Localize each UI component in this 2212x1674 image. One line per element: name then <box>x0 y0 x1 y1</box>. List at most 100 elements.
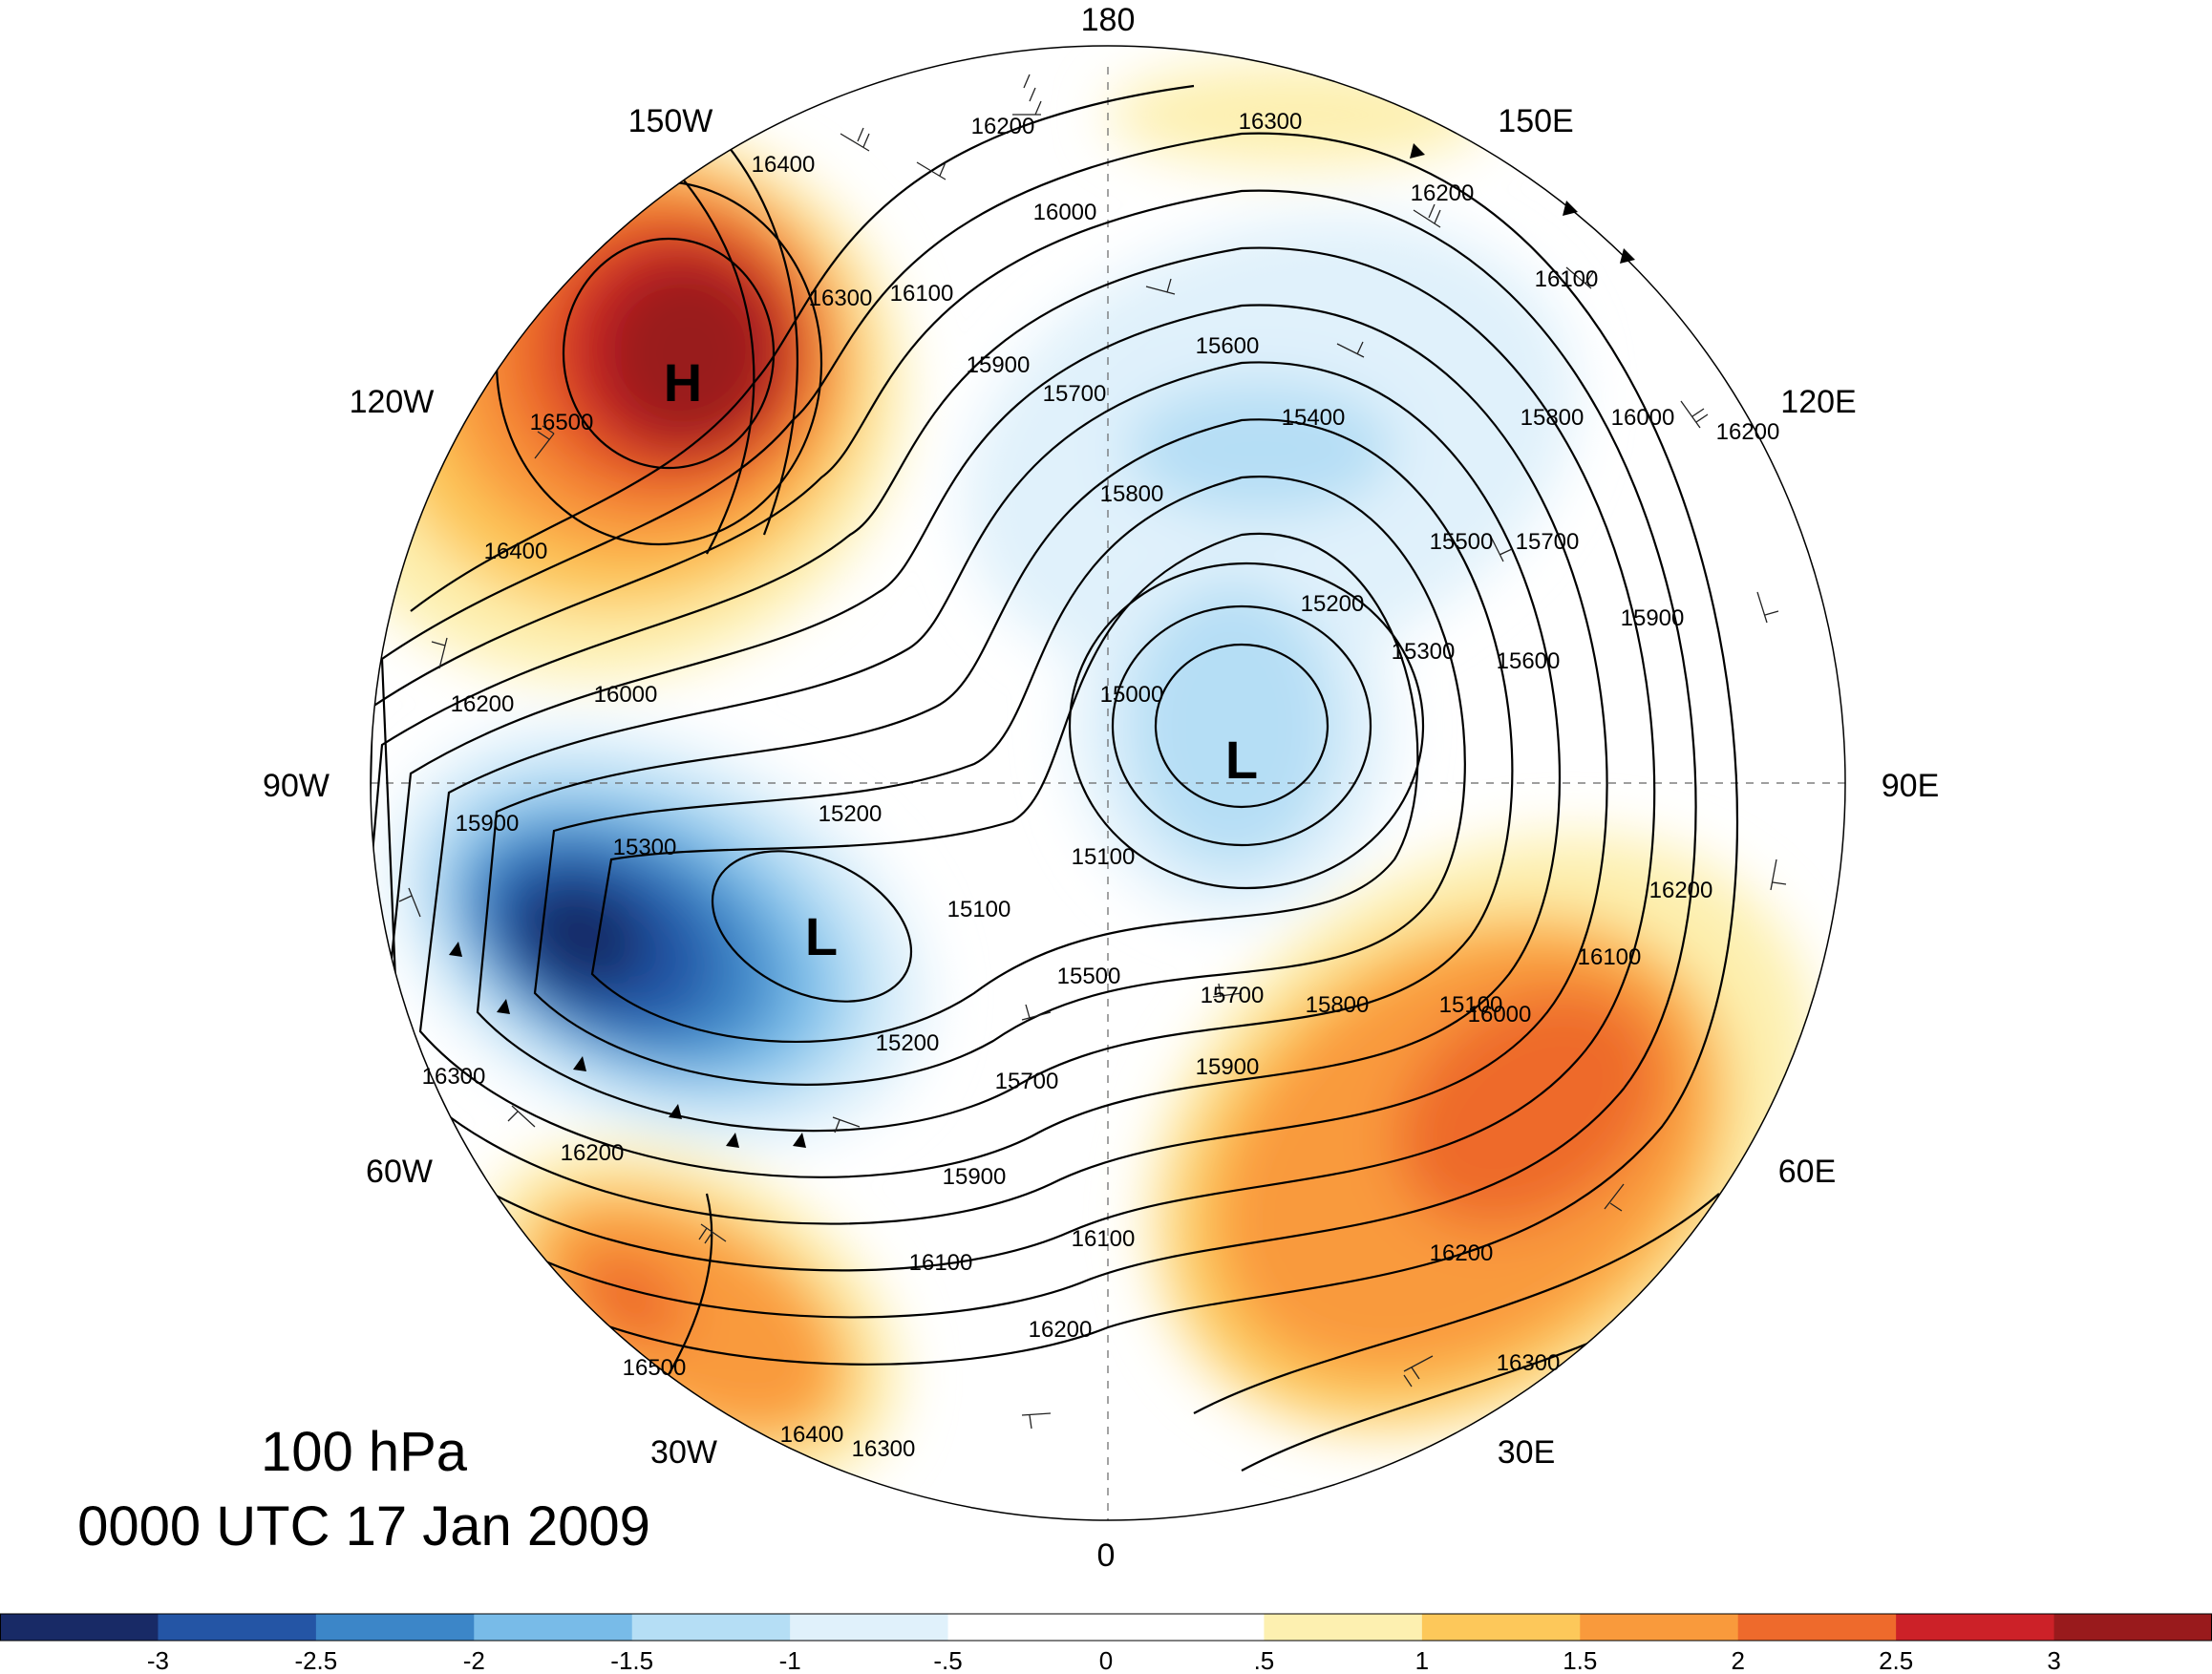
lon-label-120e: 120E <box>1780 384 1856 420</box>
lon-label-180: 180 <box>1081 2 1136 38</box>
contour-label: 16300 <box>1497 1350 1561 1376</box>
colorbar-tick-label: -2 <box>463 1646 485 1674</box>
colorbar-swatch <box>1106 1614 1265 1641</box>
contour-label: 16500 <box>530 410 594 435</box>
colorbar: -3 -2.5 -2 -1.5 -1 -.5 0 .5 1 1.5 2 2.5 3 <box>0 1613 2212 1674</box>
contour-label: 15900 <box>1196 1054 1260 1080</box>
colorbar-swatch <box>631 1614 791 1641</box>
lon-label-150e: 150E <box>1498 103 1573 139</box>
colorbar-swatch <box>0 1614 159 1641</box>
contour-label: 15100 <box>1439 992 1503 1018</box>
contour-label: 15600 <box>1196 333 1260 359</box>
colorbar-tick-label: -.5 <box>933 1646 962 1674</box>
contour-label: 15400 <box>1282 405 1346 431</box>
contour-label: 16000 <box>1033 200 1097 225</box>
contour-label: 16200 <box>1716 419 1780 445</box>
colorbar-swatch <box>474 1614 633 1641</box>
contour-label: 15500 <box>1430 529 1494 555</box>
contour-label: 16000 <box>1468 1002 1532 1028</box>
colorbar-swatch <box>790 1614 949 1641</box>
lon-label-60e: 60E <box>1778 1154 1837 1190</box>
contour-label: 16200 <box>451 691 515 717</box>
map-title: 100 hPa 0000 UTC 17 Jan 2009 <box>77 1421 650 1557</box>
colorbar-tick-label: 0 <box>1099 1646 1113 1674</box>
contour-label: 16100 <box>1072 1226 1136 1252</box>
contour-label: 16100 <box>1578 944 1642 970</box>
pressure-level: 100 hPa <box>261 1421 468 1483</box>
colorbar-swatch <box>1580 1614 1739 1641</box>
contour-label: 15900 <box>456 811 520 837</box>
lon-label-120w: 120W <box>350 384 435 420</box>
contour-label: 16300 <box>1239 109 1303 135</box>
high-center-label: H <box>664 352 702 413</box>
contour-label: 16200 <box>1411 180 1475 206</box>
colorbar-tick-label: 2.5 <box>1879 1646 1913 1674</box>
contour-label: 15500 <box>1057 964 1121 989</box>
contour-label: 15800 <box>1521 405 1585 431</box>
colorbar-tick-label: -1 <box>779 1646 801 1674</box>
colorbar-tick-label: 1 <box>1415 1646 1429 1674</box>
contour-label: 16200 <box>1649 878 1713 903</box>
contour-label: 16200 <box>971 114 1035 139</box>
colorbar-swatch <box>1737 1614 1897 1641</box>
contour-label: 16300 <box>422 1064 486 1090</box>
wind-barbs <box>398 74 1787 1430</box>
contour-label: 15700 <box>1201 983 1265 1008</box>
colorbar-swatch <box>1421 1614 1581 1641</box>
colorbar-swatch <box>2053 1614 2212 1641</box>
longitude-labels: 180 150E 120E 90E 60E 30E 0 30W 60W 90W … <box>263 2 1939 1574</box>
contour-label: 15700 <box>1043 381 1107 407</box>
lon-label-150w: 150W <box>628 103 713 139</box>
contour-label: 15700 <box>995 1069 1059 1094</box>
contour-label: 15300 <box>613 835 677 860</box>
lon-label-90e: 90E <box>1882 768 1940 804</box>
low-center-label: L <box>1225 730 1258 790</box>
contour-label: 15800 <box>1100 481 1164 507</box>
lon-label-30w: 30W <box>650 1434 717 1471</box>
contour-label: 16500 <box>623 1355 687 1381</box>
colorbar-swatch <box>947 1614 1107 1641</box>
colorbar-swatch <box>1264 1614 1423 1641</box>
contour-label: 16100 <box>890 281 954 307</box>
contour-label: 16200 <box>561 1140 625 1166</box>
contour-label: 15200 <box>1301 591 1365 617</box>
contour-label: 15800 <box>1306 992 1370 1018</box>
contour-label: 16100 <box>1535 266 1599 292</box>
contour-label: 15200 <box>876 1030 940 1056</box>
height-contours <box>371 84 1768 1472</box>
contour-label: 15200 <box>819 801 883 827</box>
colorbar-tick-label: .5 <box>1254 1646 1275 1674</box>
contour-label: 15700 <box>1516 529 1580 555</box>
contour-label: 15100 <box>1072 844 1136 870</box>
contour-label: 15300 <box>1392 639 1456 665</box>
contour-labels: 16200 16300 16200 16000 16100 16400 1630… <box>422 109 1780 1462</box>
colorbar-tick-label: -3 <box>147 1646 169 1674</box>
contour-label: 16400 <box>484 539 548 564</box>
colorbar-swatch <box>158 1614 317 1641</box>
pressure-centers: H L L <box>664 352 1258 966</box>
contour-label: 16000 <box>594 682 658 708</box>
contour-label: 16300 <box>809 286 873 311</box>
colorbar-tick-label: -2.5 <box>294 1646 337 1674</box>
colorbar-tick-label: 3 <box>2047 1646 2060 1674</box>
lon-label-0: 0 <box>1097 1537 1116 1574</box>
colorbar-swatch <box>315 1614 475 1641</box>
colorbar-tick-label: -1.5 <box>610 1646 653 1674</box>
map-boundary <box>370 45 1846 1521</box>
contour-label: 16400 <box>780 1422 844 1448</box>
contour-label: 15900 <box>967 352 1031 378</box>
contour-label: 16200 <box>1430 1240 1494 1266</box>
contour-label: 15900 <box>943 1164 1007 1190</box>
colorbar-tick-label: 2 <box>1731 1646 1744 1674</box>
colorbar-swatch <box>1896 1614 2055 1641</box>
colorbar-tick-label: 1.5 <box>1563 1646 1597 1674</box>
contour-label: 16100 <box>909 1250 973 1276</box>
low-center-label: L <box>805 906 838 966</box>
contour-label: 15600 <box>1497 648 1561 674</box>
valid-datetime: 0000 UTC 17 Jan 2009 <box>77 1495 650 1557</box>
contour-label: 15900 <box>1621 605 1685 631</box>
contour-label: 16400 <box>752 152 816 178</box>
graticule <box>371 67 1845 1520</box>
contour-label: 16000 <box>1611 405 1675 431</box>
